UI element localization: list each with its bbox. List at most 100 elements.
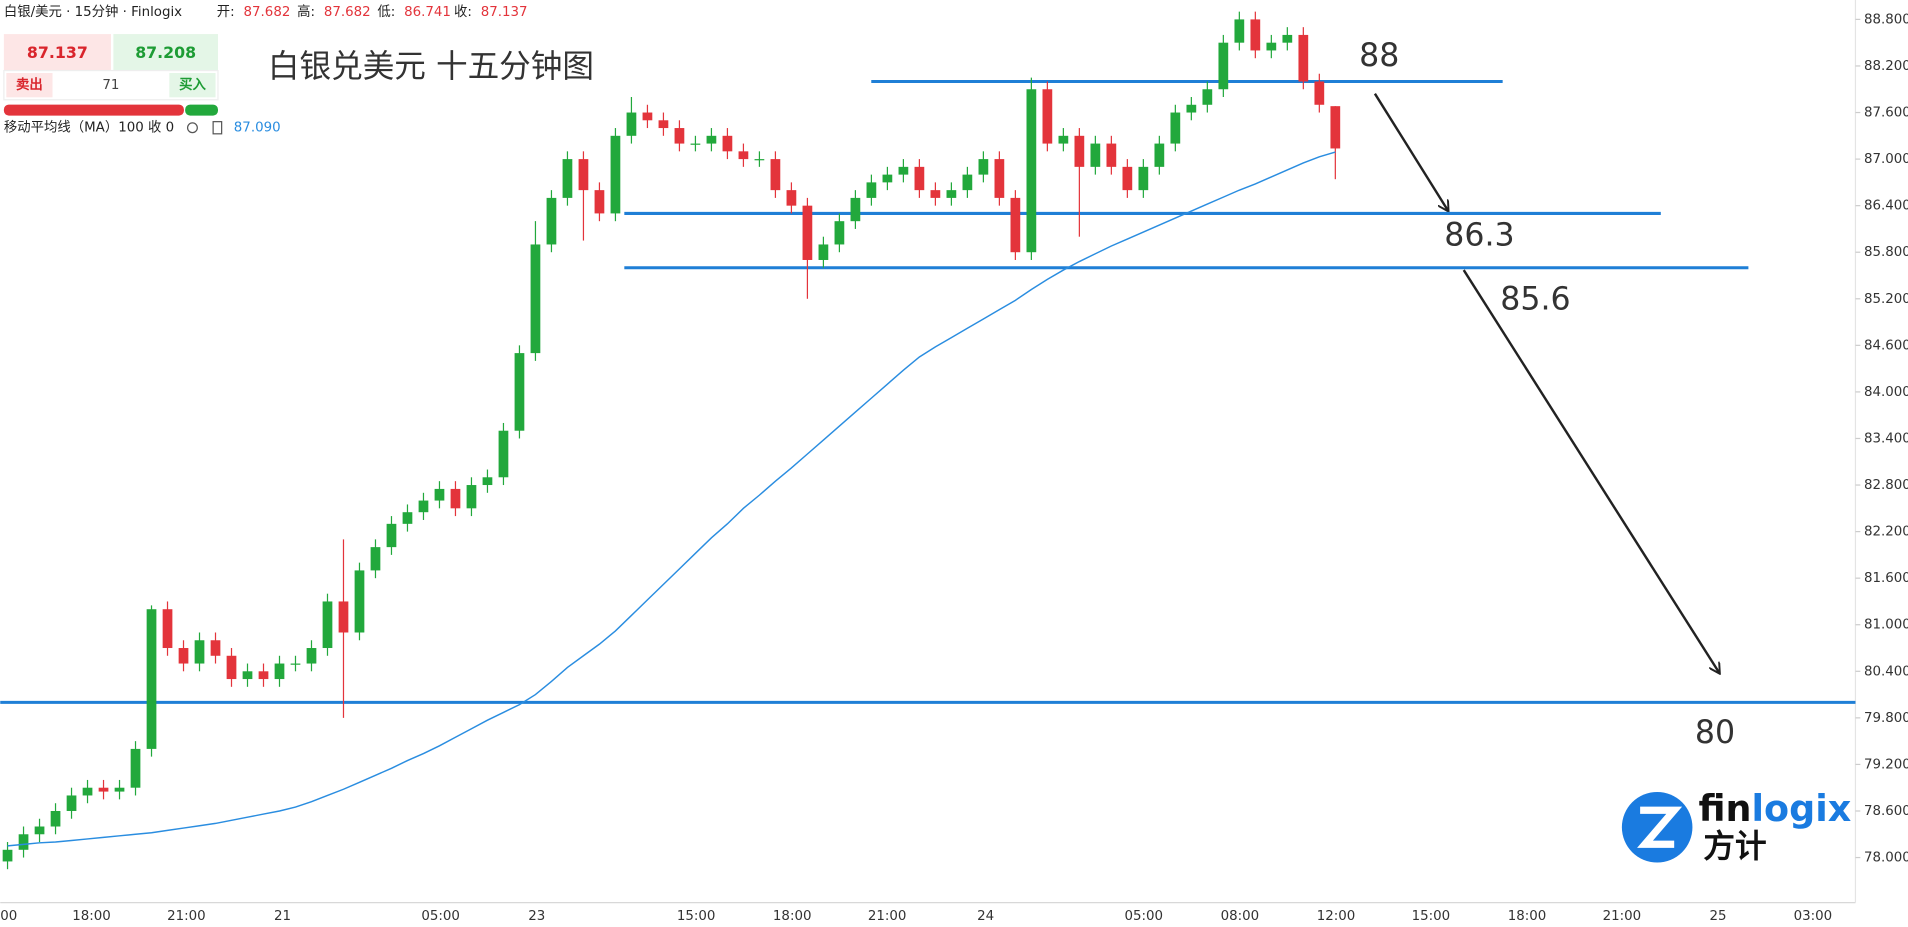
candle-body xyxy=(722,135,733,152)
candle-body xyxy=(1026,89,1037,253)
candle-body xyxy=(1186,104,1197,113)
y-tick-label: 82.800 xyxy=(1864,478,1908,493)
candle-body xyxy=(258,671,269,680)
candle-body xyxy=(882,174,893,183)
candle-body xyxy=(610,135,621,214)
sell-ratio-bar xyxy=(3,104,184,116)
candle-body xyxy=(578,159,589,191)
candle-body xyxy=(690,143,701,145)
symbol: 白银/美元 · 15分钟 · Finlogix xyxy=(4,3,182,20)
candle-body xyxy=(1058,135,1069,144)
buy-label: 买入 xyxy=(179,77,206,93)
candle-body xyxy=(98,787,109,792)
x-tick-label: 15:00 xyxy=(1412,909,1451,924)
candle-body xyxy=(162,609,173,649)
candle-body xyxy=(834,221,845,245)
y-tick-label: 79.800 xyxy=(1864,711,1908,726)
buy-box[interactable] xyxy=(113,34,218,71)
indicator-value: 87.090 xyxy=(234,121,281,136)
candle-body xyxy=(706,135,717,144)
buy-price: 87.208 xyxy=(135,43,196,62)
arrow xyxy=(1462,269,1719,673)
candle-body xyxy=(850,197,861,222)
candle-body xyxy=(1202,89,1213,105)
y-tick-label: 79.200 xyxy=(1864,757,1908,772)
candle-body xyxy=(898,166,909,175)
candle-body xyxy=(626,112,637,136)
buy-ratio-bar xyxy=(185,104,218,116)
x-tick-label: 21:00 xyxy=(167,909,206,924)
candle-body xyxy=(962,174,973,191)
candle-body xyxy=(946,190,957,198)
candle-body xyxy=(1074,135,1085,167)
candle-body xyxy=(674,128,685,144)
candle-body xyxy=(1106,143,1117,167)
candle-body xyxy=(1330,106,1341,149)
candle-body xyxy=(322,601,333,649)
candle-body xyxy=(2,849,13,862)
candle-body xyxy=(530,244,541,354)
x-tick-label: 03:00 xyxy=(1794,909,1833,924)
candle-body xyxy=(514,353,525,431)
x-tick-label: 18:00 xyxy=(72,909,111,924)
y-tick-label: 84.600 xyxy=(1864,338,1908,353)
candle-body xyxy=(450,488,461,509)
candle-body xyxy=(66,795,77,811)
y-tick-label: 85.800 xyxy=(1864,245,1908,260)
level-label: 86.3 xyxy=(1444,218,1514,254)
candle-body xyxy=(354,570,365,633)
indicator-name: 移动平均线（MA）100 收 0 xyxy=(4,120,174,136)
settings-icon[interactable] xyxy=(186,122,198,134)
spread: 71 xyxy=(102,78,119,93)
candle-body xyxy=(658,120,669,129)
candle-body xyxy=(226,655,237,680)
candle-body xyxy=(802,205,813,260)
candle-body xyxy=(306,648,317,664)
level-label: 80 xyxy=(1695,715,1735,751)
sell-button[interactable] xyxy=(6,72,53,98)
candle-body xyxy=(546,197,557,245)
candle-body xyxy=(1042,89,1053,144)
buy-button[interactable] xyxy=(169,72,216,98)
y-tick-label: 85.200 xyxy=(1864,292,1908,307)
chart-title: 白银兑美元 十五分钟图 xyxy=(268,49,594,85)
y-tick-label: 84.000 xyxy=(1864,385,1908,400)
candle-body xyxy=(642,112,653,121)
x-tick-label: 12:00 xyxy=(1317,909,1356,924)
ma-line xyxy=(7,151,1336,847)
level-label: 85.6 xyxy=(1500,282,1570,318)
arrow xyxy=(1373,93,1448,211)
close-value: 87.137 xyxy=(481,5,528,20)
candle-body xyxy=(914,166,925,191)
logo-prefix: fin xyxy=(1699,787,1752,830)
sell-price: 87.137 xyxy=(27,43,88,62)
candle-body xyxy=(290,663,301,665)
delete-icon[interactable] xyxy=(212,121,223,135)
logo-cn: 方计 xyxy=(1703,828,1766,865)
candle-body xyxy=(194,640,205,664)
x-tick-label: 25 xyxy=(1709,909,1726,924)
candle-body xyxy=(930,190,941,198)
x-tick-label: 18:00 xyxy=(1508,909,1547,924)
level-label: 88 xyxy=(1359,38,1399,74)
y-tick-label: 81.600 xyxy=(1864,571,1908,586)
x-tick-label: 21:00 xyxy=(1603,909,1642,924)
low-value: 86.741 xyxy=(404,5,451,20)
candle-body xyxy=(994,159,1005,198)
x-tick-label: 24 xyxy=(977,909,994,924)
candle-body xyxy=(434,488,445,501)
candle-body xyxy=(1266,42,1277,51)
low-label: 低: xyxy=(377,4,395,20)
candle-body xyxy=(738,151,749,160)
candle-body xyxy=(866,182,877,198)
logo-suffix: logix xyxy=(1752,787,1852,830)
candle-body xyxy=(482,477,493,486)
candle-body xyxy=(754,159,765,161)
sell-box[interactable] xyxy=(3,34,111,71)
candle-body xyxy=(1170,112,1181,144)
candle-body xyxy=(146,609,157,749)
y-tick-label: 81.000 xyxy=(1864,618,1908,633)
